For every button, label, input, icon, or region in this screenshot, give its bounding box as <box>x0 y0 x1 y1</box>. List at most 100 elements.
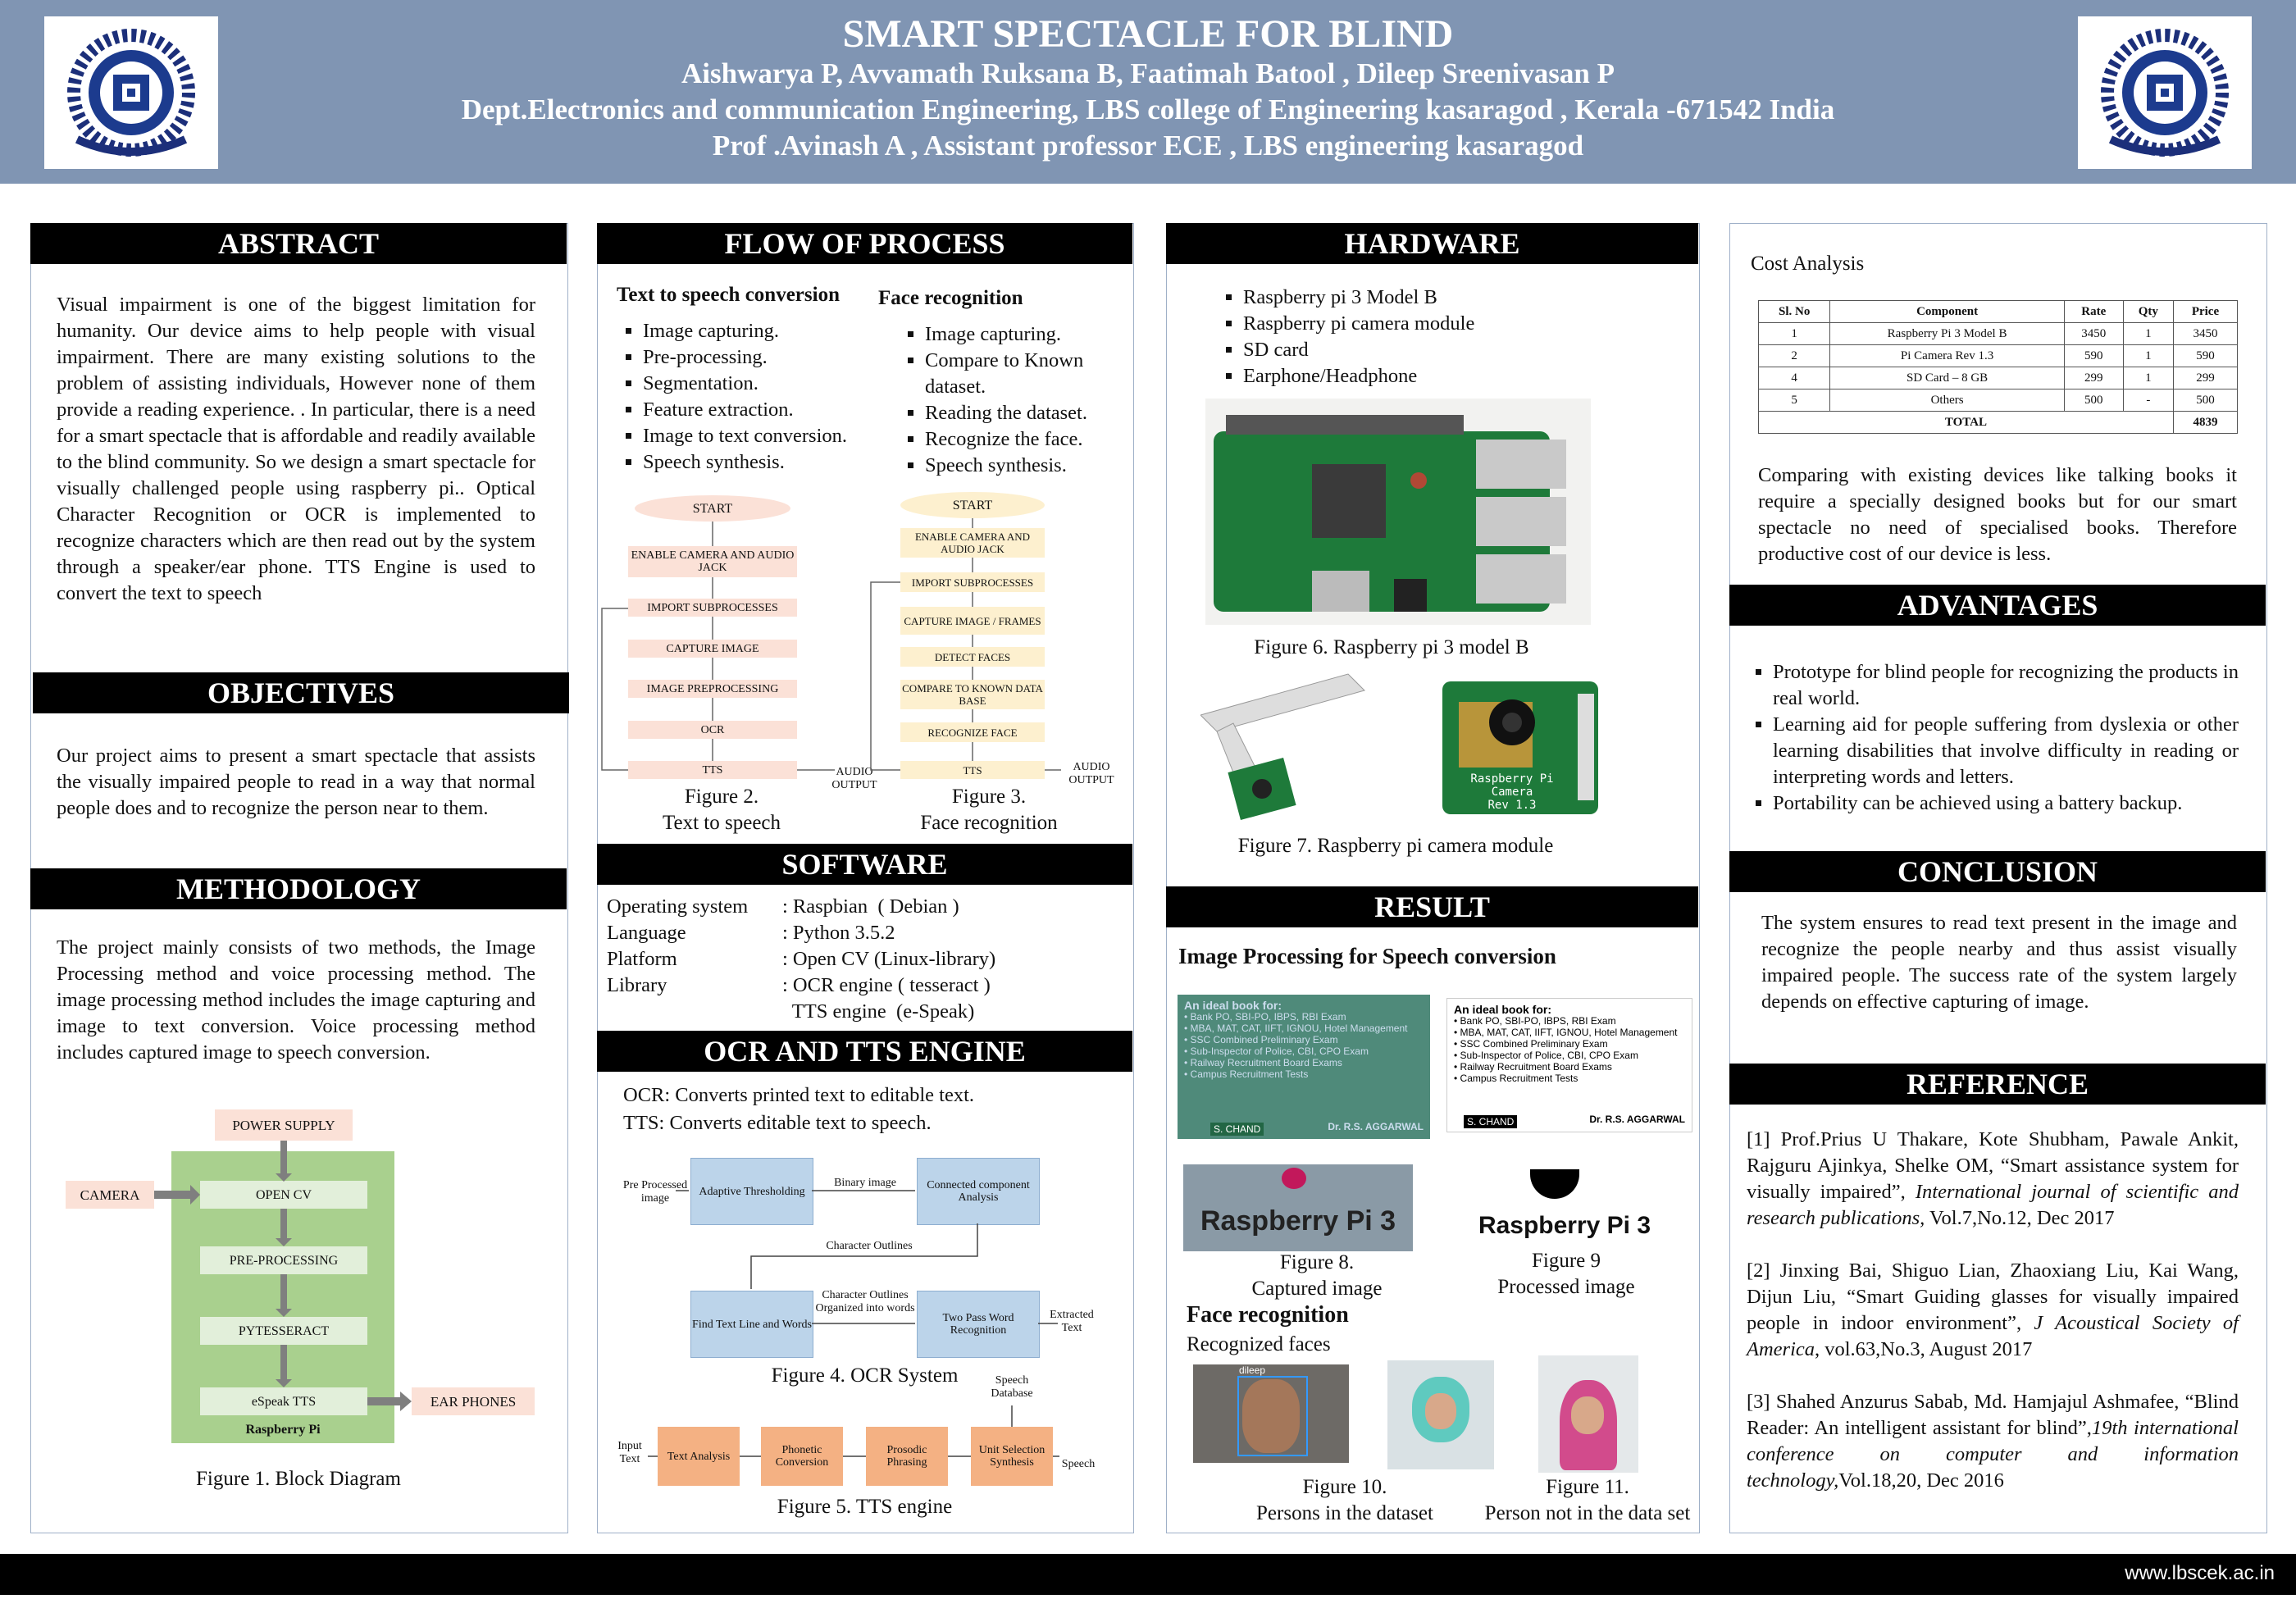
cost-cell: 299 <box>2063 367 2124 389</box>
hardware-item-0: Raspberry pi 3 Model B <box>1243 285 1645 311</box>
figure-9-text: Processed image <box>1497 1276 1635 1298</box>
footer-url[interactable]: www.lbscek.ac.in <box>2125 1562 2275 1584</box>
fig4-adaptive: Adaptive Thresholding <box>690 1158 813 1225</box>
book-processed-photo: An ideal book for: • Bank PO, SBI-PO, IBP… <box>1446 998 1692 1132</box>
cost-cell: 590 <box>2172 344 2239 367</box>
figure-7-caption: Figure 7. Raspberry pi camera module <box>1237 835 1554 857</box>
software-row: Library: OCR engine ( tesseract ) <box>607 973 1115 999</box>
cost-cell: 1 <box>1757 322 1831 345</box>
fig3-audio-output: AUDIO OUTPUT <box>1068 761 1114 786</box>
poster-dept: Dept.Electronics and communication Engin… <box>461 93 1835 125</box>
software-key <box>607 999 782 1025</box>
conclusion-text: The system ensures to read text present … <box>1761 912 2237 1013</box>
fig3-capture: CAPTURE IMAGE / FRAMES <box>900 607 1045 635</box>
cost-cell: 3450 <box>2172 322 2239 345</box>
cost-cell: 3450 <box>2063 322 2124 345</box>
reference-item: [3] Shahed Anzurus Sabab, Md. Hamjajul A… <box>1747 1391 2239 1492</box>
software-key: Platform <box>607 948 677 970</box>
fig2-ocr: OCR <box>628 721 797 739</box>
fig4-outlines: Character Outlines <box>826 1240 913 1252</box>
methodology-text: The project mainly consists of two metho… <box>57 936 535 1064</box>
figure-10-caption: Figure 10. Persons in the dataset <box>1222 1474 1468 1527</box>
rpi-captured-text: Raspberry Pi 3 <box>1200 1205 1396 1237</box>
figure-11-num: Figure 11. <box>1546 1476 1629 1498</box>
cost-cell: 4 <box>1757 367 1831 389</box>
conclusion-heading: CONCLUSION <box>1729 851 2266 892</box>
software-value: : OCR engine ( tesseract ) <box>782 974 991 996</box>
cost-header-cell: Rate <box>2063 300 2124 323</box>
pytesseract-block: PYTESSERACT <box>200 1317 367 1345</box>
face-photo-2 <box>1387 1360 1494 1469</box>
preprocessing-block: PRE-PROCESSING <box>200 1246 367 1274</box>
book-line: • MBA, MAT, CAT, IIFT, IGNOU, Hotel Mana… <box>1454 1027 1678 1038</box>
figure-5-caption: Figure 5. TTS engine <box>777 1496 953 1518</box>
software-row: Platform : Open CV (Linux-library) <box>607 946 1115 973</box>
cost-cell: 299 <box>2172 367 2239 389</box>
book-line: • Campus Recruitment Tests <box>1454 1073 1578 1084</box>
tts-list-title: Text to speech conversion <box>617 284 840 306</box>
poster-footer: www.lbscek.ac.in <box>0 1554 2296 1595</box>
tts-step-0: Image capturing. <box>643 318 881 344</box>
fig3-compare: COMPARE TO KNOWN DATA BASE <box>900 680 1045 709</box>
fig4-pre: Pre Processed image <box>622 1179 688 1205</box>
cost-total-value: 4839 <box>2172 411 2239 434</box>
result-sub-recognized: Recognized faces <box>1187 1333 1331 1355</box>
book-line: • MBA, MAT, CAT, IIFT, IGNOU, Hotel Mana… <box>1184 1023 1408 1034</box>
book-line: • Sub-Inspector of Police, CBI, CPO Exam <box>1184 1045 1369 1057</box>
cost-cell: 5 <box>1757 389 1831 412</box>
hardware-item-1: Raspberry pi camera module <box>1243 311 1645 337</box>
cost-cell: Others <box>1829 389 2065 412</box>
table-row: 2 Pi Camera Rev 1.3 590 1 590 <box>1757 344 2239 367</box>
tts-step-4: Image to text conversion. <box>643 423 881 449</box>
cost-cell: Raspberry Pi 3 Model B <box>1829 322 2065 345</box>
figure-10-text: Persons in the dataset <box>1256 1502 1433 1524</box>
face-photo-3 <box>1538 1355 1638 1473</box>
face-step-1: Compare to Known dataset. <box>925 348 1105 400</box>
rpi-captured-photo: Raspberry Pi 3 <box>1183 1164 1413 1251</box>
fig3-tts: TTS <box>900 761 1045 779</box>
figure-2-caption-num: Figure 2. <box>684 786 759 808</box>
software-value: : Raspbian ( Debian ) <box>782 895 959 918</box>
college-logo-left <box>44 16 218 169</box>
cost-total-label: TOTAL <box>1758 411 2174 434</box>
book-captured-photo: An ideal book for: • Bank PO, SBI-PO, IBP… <box>1178 995 1430 1139</box>
rpi-block-label: Raspberry Pi <box>245 1423 321 1437</box>
fig4-connected: Connected component Analysis <box>917 1158 1040 1225</box>
reference-heading: REFERENCE <box>1729 1064 2266 1105</box>
tts-step-3: Feature extraction. <box>643 397 881 423</box>
fig2-import: IMPORT SUBPROCESSES <box>628 599 797 617</box>
book-line: An ideal book for: <box>1454 1003 1551 1016</box>
reference-item: [1] Prof.Prius U Thakare, Kote Shubham, … <box>1747 1128 2239 1229</box>
book-publisher-1: S. CHAND <box>1210 1123 1264 1136</box>
poster-title: SMART SPECTACLE FOR BLIND <box>842 12 1454 56</box>
software-value: : Open CV (Linux-library) <box>782 948 996 970</box>
figure-8-caption: Figure 8. Captured image <box>1235 1250 1399 1302</box>
fig4-twopass: Two Pass Word Recognition <box>917 1291 1040 1358</box>
cost-total-row: TOTAL 4839 <box>1758 411 2239 434</box>
cost-header-cell: Sl. No <box>1757 300 1831 323</box>
fig4-extracted: Extracted Text <box>1050 1309 1094 1334</box>
tts-step-1: Pre-processing. <box>643 344 881 371</box>
advantages-list: Prototype for blind people for recognizi… <box>1747 659 2239 817</box>
hardware-heading: HARDWARE <box>1166 223 1698 264</box>
cost-cell: 1 <box>2122 367 2174 389</box>
objectives-heading: OBJECTIVES <box>33 672 569 713</box>
software-row: TTS engine (e-Speak) <box>607 999 1115 1025</box>
software-key: Operating system <box>607 895 749 918</box>
book-line: • Bank PO, SBI-PO, IBPS, RBI Exam <box>1454 1015 1616 1027</box>
book-line: • Railway Recruitment Board Exams <box>1184 1057 1342 1068</box>
figure-3-caption: Figure 3. Face recognition <box>899 784 1079 836</box>
tts-step-2: Segmentation. <box>643 371 881 397</box>
figure-10-num: Figure 10. <box>1302 1476 1387 1498</box>
advantages-heading: ADVANTAGES <box>1729 585 2266 626</box>
face-step-4: Speech synthesis. <box>925 453 1105 479</box>
fig5-prosodic: Prosodic Phrasing <box>866 1427 948 1486</box>
abstract-heading: ABSTRACT <box>30 223 567 264</box>
fig5-speech-db: Speech Database <box>991 1374 1033 1400</box>
book-publisher-2: S. CHAND <box>1464 1115 1518 1128</box>
table-row: 5 Others 500-500 <box>1757 389 2239 412</box>
table-row: 1 Raspberry Pi 3 Model B 3450 1 3450 <box>1757 322 2239 345</box>
software-table: Operating system: Raspbian ( Debian ) Lan… <box>607 894 1115 1025</box>
fig5-input: Input Text <box>617 1440 642 1465</box>
fig2-capture: CAPTURE IMAGE <box>628 640 797 658</box>
